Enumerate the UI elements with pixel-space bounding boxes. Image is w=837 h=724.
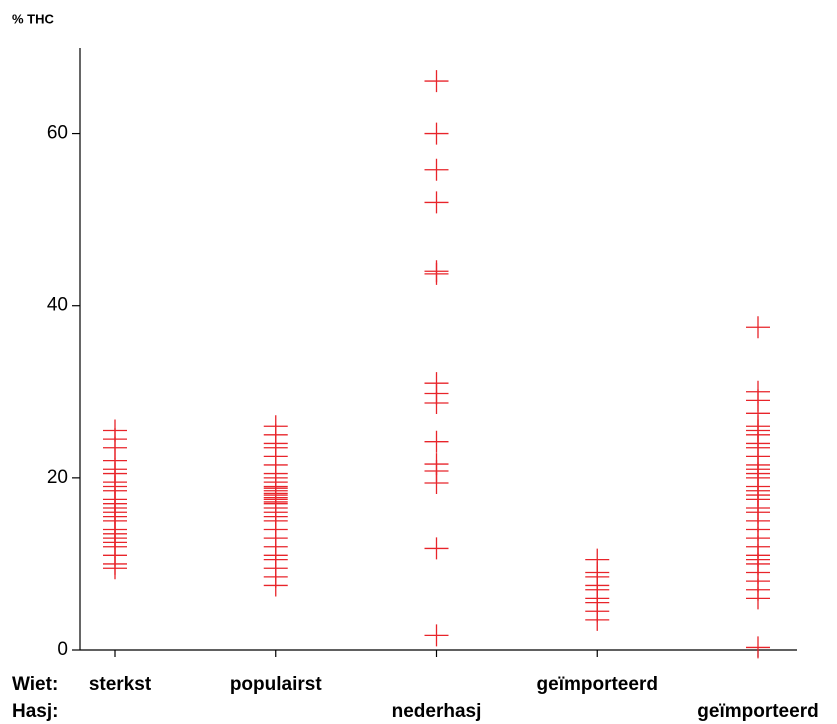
data-point: [424, 262, 449, 285]
y-tick-label: 0: [57, 639, 68, 660]
data-point: [103, 557, 127, 580]
data-point: [424, 158, 449, 181]
data-point: [746, 316, 770, 339]
data-point: [424, 537, 449, 560]
data-point: [263, 574, 288, 597]
y-tick-label: 60: [47, 123, 68, 144]
data-point: [424, 472, 449, 495]
y-tick-label: 20: [47, 467, 68, 488]
data-point: [746, 587, 770, 610]
data-point: [424, 624, 449, 647]
data-point: [424, 430, 449, 453]
category-label: geïmporteerd: [537, 674, 658, 695]
data-point: [424, 70, 449, 93]
label-row-name: Hasj:: [12, 701, 58, 722]
category-label: geïmporteerd: [697, 701, 818, 722]
category-label: nederhasj: [392, 701, 482, 722]
data-point: [424, 191, 449, 214]
data-point: [585, 608, 610, 631]
data-point: [424, 391, 449, 414]
category-label: populairst: [230, 674, 323, 695]
label-row-name: Wiet:: [12, 674, 58, 695]
data-point: [746, 636, 770, 659]
y-axis-label: % THC: [12, 11, 55, 26]
y-tick-label: 40: [47, 295, 68, 316]
category-label: sterkst: [89, 674, 152, 695]
data-point: [424, 122, 449, 145]
